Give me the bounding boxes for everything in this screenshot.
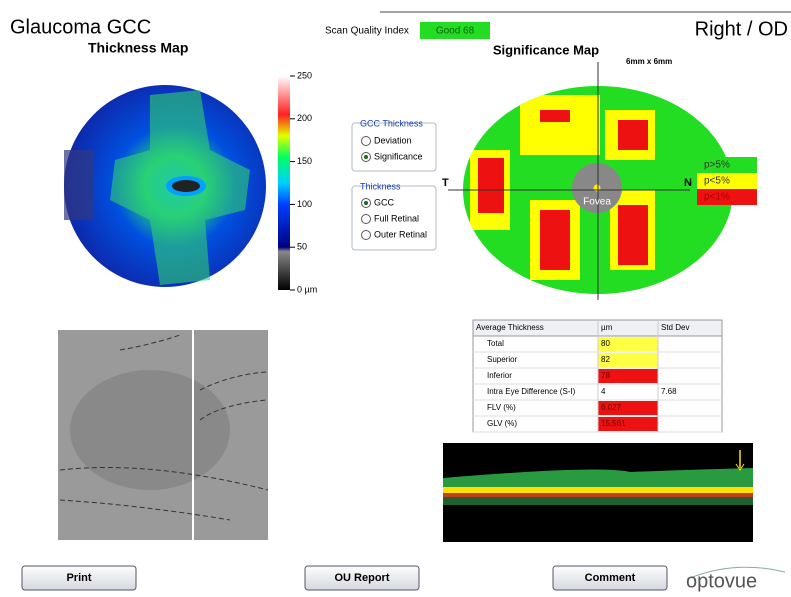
table-cell: Superior <box>487 355 518 364</box>
button-label[interactable]: Print <box>66 572 91 584</box>
scan-quality-value: Good 68 <box>436 26 475 37</box>
table-cell: 82 <box>601 355 610 364</box>
button-label[interactable]: OU Report <box>335 572 390 584</box>
table-cell: 6.027 <box>601 403 622 412</box>
button-bar: Print OU Report Comment <box>22 566 667 590</box>
table-cell: Intra Eye Difference (S-I) <box>487 387 576 396</box>
group-title: GCC Thickness <box>360 118 423 128</box>
table-cell: 80 <box>601 339 610 348</box>
thickness-table: Average Thickness µm Std Dev Total 80 Superio… <box>473 320 722 432</box>
table-cell: 4 <box>601 387 606 396</box>
significance-map-title: Significance Map <box>493 42 599 57</box>
legend-label: p>5% <box>704 160 730 171</box>
gcc-thickness-group <box>352 123 436 171</box>
significance-legend: p>5% p<5% p<1% <box>697 157 757 205</box>
radio-dot <box>364 201 368 205</box>
logo: optovue <box>686 570 757 592</box>
color-scale-labels: 250 200 150 100 50 0 µm <box>290 70 317 294</box>
radio-button[interactable] <box>362 137 371 146</box>
table-cell: Total <box>487 339 504 348</box>
legend-label: p<1% <box>704 192 730 203</box>
thickness-map-title: Thickness Map <box>88 40 188 56</box>
temporal-label: T <box>442 177 449 189</box>
radio-label[interactable]: Outer Retinal <box>374 229 427 239</box>
app-title: Glaucoma GCC <box>10 16 151 38</box>
table-header: µm <box>601 323 613 332</box>
group-title: Thickness <box>360 181 401 191</box>
radio-label[interactable]: Deviation <box>374 135 412 145</box>
nasal-label: N <box>684 177 692 189</box>
table-header: Average Thickness <box>476 323 544 332</box>
table-cell: GLV (%) <box>487 419 517 428</box>
thickness-map <box>64 85 266 287</box>
table-header: Std Dev <box>661 323 689 332</box>
color-scale <box>278 76 290 290</box>
radio-button[interactable] <box>362 215 371 224</box>
scan-quality-label: Scan Quality Index <box>325 26 409 37</box>
fovea-label: Fovea <box>583 197 611 208</box>
scale-label: 250 <box>297 70 312 80</box>
scale-label: 0 µm <box>297 284 317 294</box>
scale-label: 200 <box>297 113 312 123</box>
scale-label: 100 <box>297 199 312 209</box>
table-cell: 15.561 <box>601 419 626 428</box>
radio-label[interactable]: GCC <box>374 197 395 207</box>
scale-label: 150 <box>297 156 312 166</box>
legend-label: p<5% <box>704 176 730 187</box>
radio-dot <box>364 155 368 159</box>
scan-size: 6mm x 6mm <box>626 57 672 66</box>
eye-label: Right / OD <box>695 18 788 40</box>
table-cell: Inferior <box>487 371 512 380</box>
table-cell: 7.68 <box>661 387 677 396</box>
b-scan <box>443 443 753 542</box>
radio-label[interactable]: Full Retinal <box>374 213 419 223</box>
table-cell: 78 <box>601 371 610 380</box>
screen: Glaucoma GCC Thickness Map Scan Quality … <box>0 0 791 592</box>
radio-label[interactable]: Significance <box>374 151 423 161</box>
scale-label: 50 <box>297 242 307 252</box>
button-label[interactable]: Comment <box>585 572 636 584</box>
table-cell: FLV (%) <box>487 403 516 412</box>
fundus-image <box>58 330 268 540</box>
radio-button[interactable] <box>362 231 371 240</box>
